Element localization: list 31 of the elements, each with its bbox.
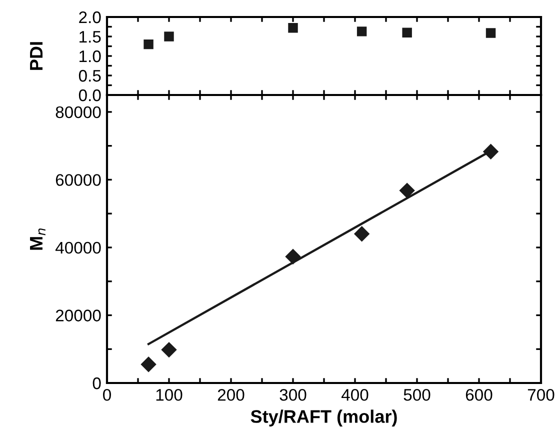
y-tick-label: 40000 bbox=[55, 242, 101, 254]
y-tick-label: 20000 bbox=[56, 310, 101, 322]
x-tick-label: 400 bbox=[341, 388, 368, 401]
x-tick-label: 300 bbox=[280, 388, 306, 401]
y-tick-label: 0.5 bbox=[78, 70, 101, 82]
y-tick-label: 80000 bbox=[56, 106, 101, 118]
point bbox=[356, 26, 367, 36]
x-tick-label: 700 bbox=[528, 388, 554, 401]
y-tick-label: 60000 bbox=[56, 174, 101, 186]
y-axis-title: M$_{n}$ bbox=[30, 228, 46, 250]
y-tick-label: 2.0 bbox=[79, 11, 101, 24]
y-tick-label: 1.5 bbox=[80, 31, 101, 43]
point bbox=[288, 23, 298, 33]
point bbox=[402, 28, 412, 38]
x-tick-label: 500 bbox=[404, 388, 430, 401]
point bbox=[400, 182, 415, 198]
y-tick-label: 0 bbox=[92, 377, 101, 390]
y-tick-label: 1.0 bbox=[80, 50, 101, 62]
point bbox=[164, 32, 174, 42]
y-tick-label: 0.0 bbox=[78, 89, 101, 102]
point bbox=[140, 356, 156, 372]
x-tick-label: 0 bbox=[103, 388, 111, 401]
point bbox=[144, 39, 154, 50]
point bbox=[161, 342, 177, 358]
point bbox=[486, 28, 496, 38]
y-axis-title: PDI bbox=[30, 42, 42, 70]
x-tick-label: 100 bbox=[156, 388, 182, 401]
point bbox=[354, 226, 370, 242]
x-axis-title: Sty/RAFT (molar) bbox=[250, 410, 397, 426]
x-tick-label: 600 bbox=[466, 388, 492, 401]
x-tick-label: 200 bbox=[218, 388, 244, 401]
